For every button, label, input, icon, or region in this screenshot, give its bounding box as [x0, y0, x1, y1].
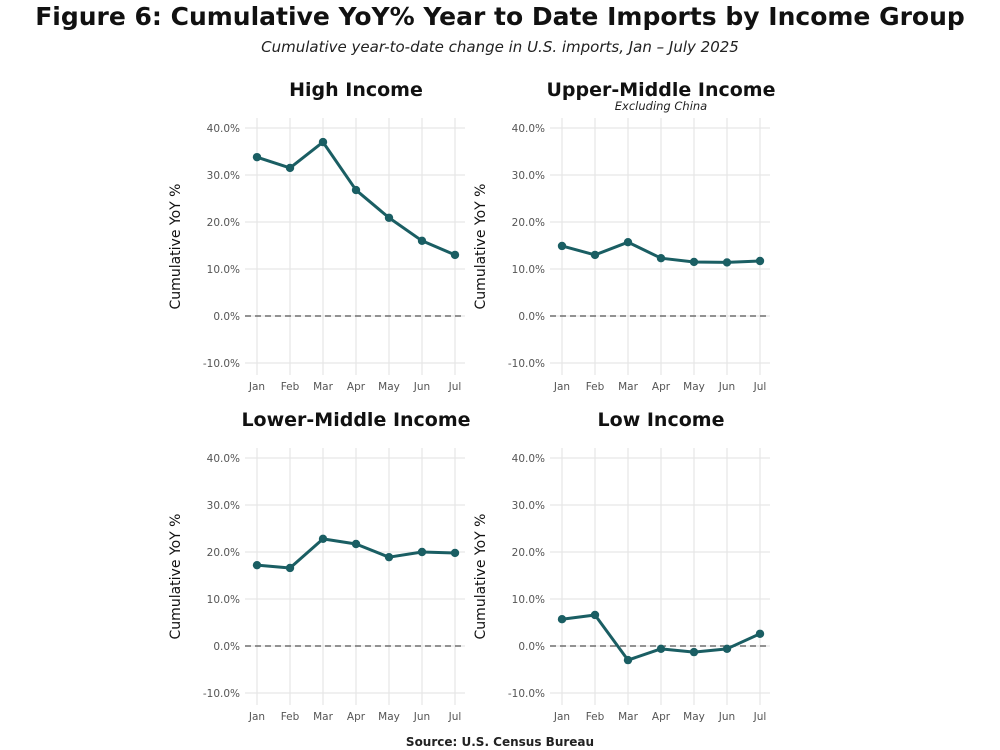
y-tick-label: 40.0%	[512, 453, 545, 465]
panel-high-income: -10.0% 0.0% 10.0% 20.0% 30.0% 40.0% Jan Feb Mar A…	[168, 79, 465, 393]
data-point	[351, 185, 361, 195]
data-point	[450, 250, 460, 260]
panel-title: High Income	[289, 79, 423, 101]
data-point	[689, 647, 699, 657]
panel-title: Lower-Middle Income	[241, 409, 470, 431]
panel-title: Low Income	[598, 409, 725, 431]
data-point	[252, 152, 262, 162]
panel-subtitle: Excluding China	[615, 99, 707, 113]
y-tick-label: -10.0%	[508, 358, 545, 370]
y-tick-label: 0.0%	[213, 641, 240, 653]
panel-low-income: -10.0% 0.0% 10.0% 20.0% 30.0% 40.0% Jan Feb Mar A…	[473, 409, 770, 723]
data-point	[722, 644, 732, 654]
x-tick-label: Jul	[448, 381, 462, 393]
data-point	[351, 539, 361, 549]
data-point	[755, 629, 765, 638]
y-tick-label: 10.0%	[207, 594, 240, 606]
data-point	[318, 534, 328, 544]
y-tick-label: 10.0%	[512, 264, 545, 276]
y-tick-label: 10.0%	[207, 264, 240, 276]
x-tick-label: Feb	[586, 381, 605, 393]
figure-title: Figure 6: Cumulative YoY% Year to Date I…	[35, 2, 965, 31]
data-point	[722, 258, 732, 267]
y-tick-label: -10.0%	[508, 688, 545, 700]
x-tick-label: Jul	[753, 381, 767, 393]
x-tick-label: Feb	[586, 711, 605, 723]
y-axis-label: Cumulative YoY %	[473, 184, 489, 310]
data-point	[656, 644, 666, 654]
x-tick-label: Jul	[753, 711, 767, 723]
data-point	[252, 560, 262, 570]
x-tick-label: Mar	[618, 381, 638, 393]
x-tick-label: May	[378, 381, 400, 393]
data-point	[623, 238, 633, 247]
y-axis-label: Cumulative YoY %	[473, 514, 489, 640]
x-tick-label: Jun	[413, 711, 430, 723]
y-tick-label: 30.0%	[207, 170, 240, 182]
data-point	[557, 615, 567, 624]
y-tick-label: 0.0%	[518, 641, 545, 653]
x-tick-label: Feb	[281, 711, 300, 723]
x-tick-label: Jan	[248, 381, 265, 393]
x-tick-label: May	[378, 711, 400, 723]
x-tick-label: Mar	[313, 381, 333, 393]
data-point	[450, 548, 460, 558]
y-tick-label: 40.0%	[207, 123, 240, 135]
x-tick-label: Apr	[652, 711, 671, 723]
data-point	[417, 547, 427, 557]
y-tick-label: 30.0%	[512, 500, 545, 512]
panel-upper-middle-income: -10.0% 0.0% 10.0% 20.0% 30.0% 40.0% Jan Feb Mar A…	[473, 79, 776, 393]
y-axis-label: Cumulative YoY %	[168, 514, 184, 640]
x-tick-label: Mar	[313, 711, 333, 723]
x-tick-label: Jan	[553, 381, 570, 393]
data-point	[590, 610, 600, 620]
data-point	[590, 250, 600, 260]
x-tick-label: Jan	[553, 711, 570, 723]
x-tick-label: Mar	[618, 711, 638, 723]
y-tick-label: 30.0%	[512, 170, 545, 182]
y-axis-label: Cumulative YoY %	[168, 184, 184, 310]
figure-subtitle: Cumulative year-to-date change in U.S. i…	[261, 38, 739, 56]
data-point	[755, 256, 765, 266]
data-point	[417, 236, 427, 245]
x-tick-label: Apr	[347, 381, 366, 393]
x-tick-label: Jun	[718, 711, 735, 723]
x-tick-label: Jan	[248, 711, 265, 723]
x-tick-label: Jun	[718, 381, 735, 393]
y-tick-label: 0.0%	[518, 311, 545, 323]
x-tick-label: Feb	[281, 381, 300, 393]
data-point	[557, 241, 567, 251]
data-point	[285, 563, 295, 573]
x-tick-label: Apr	[652, 381, 671, 393]
x-tick-label: Jul	[448, 711, 462, 723]
data-point	[384, 213, 394, 222]
data-point	[318, 137, 328, 147]
y-tick-label: 20.0%	[512, 547, 545, 559]
y-tick-label: 0.0%	[213, 311, 240, 323]
x-tick-label: May	[683, 381, 705, 393]
data-point	[656, 253, 666, 263]
panel-lower-middle-income: -10.0% 0.0% 10.0% 20.0% 30.0% 40.0% Jan Feb Mar A…	[168, 409, 471, 723]
y-tick-label: -10.0%	[203, 358, 240, 370]
x-tick-label: May	[683, 711, 705, 723]
data-point	[285, 163, 295, 173]
x-tick-label: Jun	[413, 381, 430, 393]
y-tick-label: 20.0%	[207, 217, 240, 229]
y-tick-label: 20.0%	[512, 217, 545, 229]
data-point	[384, 552, 394, 562]
x-tick-label: Apr	[347, 711, 366, 723]
y-tick-label: 30.0%	[207, 500, 240, 512]
data-point	[689, 257, 699, 267]
data-point	[623, 655, 633, 665]
y-tick-label: 10.0%	[512, 594, 545, 606]
panel-title: Upper-Middle Income	[546, 79, 775, 101]
y-tick-label: 20.0%	[207, 547, 240, 559]
y-tick-label: 40.0%	[512, 123, 545, 135]
source-note: Source: U.S. Census Bureau	[405, 735, 595, 749]
y-tick-label: -10.0%	[203, 688, 240, 700]
y-tick-label: 40.0%	[207, 453, 240, 465]
